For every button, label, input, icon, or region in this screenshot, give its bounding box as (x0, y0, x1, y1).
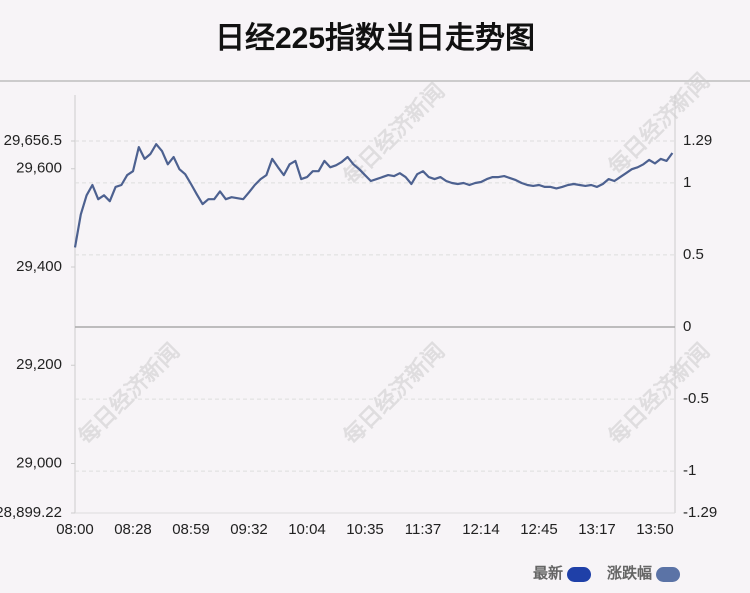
x-tick-label: 12:45 (520, 521, 558, 538)
x-tick-label: 11:37 (405, 521, 441, 538)
y2-tick-label: 0.5 (683, 246, 704, 263)
legend-swatch (567, 567, 592, 582)
chart-title: 日经225指数当日走势图 (215, 21, 535, 55)
legend-label: 最新 (533, 564, 563, 582)
y2-tick-label: -1.29 (683, 504, 717, 521)
x-tick-label: 08:00 (56, 521, 94, 538)
y2-tick-label: 1.29 (683, 132, 712, 149)
y2-tick-label: 0 (683, 318, 691, 335)
y-tick-label: 29,400 (16, 258, 62, 275)
y2-tick-label: -1 (683, 462, 696, 479)
y-tick-label: 29,200 (16, 356, 62, 373)
y-tick-label: 29,600 (16, 160, 62, 177)
x-tick-label: 13:17 (578, 521, 616, 538)
legend-swatch (656, 567, 681, 582)
x-tick-label: 09:32 (230, 521, 268, 538)
y2-tick-label: 1 (683, 174, 691, 191)
x-tick-label: 12:14 (462, 521, 500, 538)
y-tick-label: 29,000 (16, 454, 62, 471)
y-tick-label: 29,656.5 (4, 132, 62, 149)
x-tick-label: 08:59 (172, 521, 210, 538)
y2-tick-label: -0.5 (683, 390, 709, 407)
x-tick-label: 10:35 (346, 521, 384, 538)
y-tick-label: 28,899.22 (0, 504, 62, 521)
x-tick-label: 10:04 (288, 521, 326, 538)
x-tick-label: 13:50 (636, 521, 674, 538)
x-tick-label: 08:28 (114, 521, 152, 538)
price-line (73, 143, 674, 248)
legend-label: 涨跌幅 (607, 564, 652, 582)
